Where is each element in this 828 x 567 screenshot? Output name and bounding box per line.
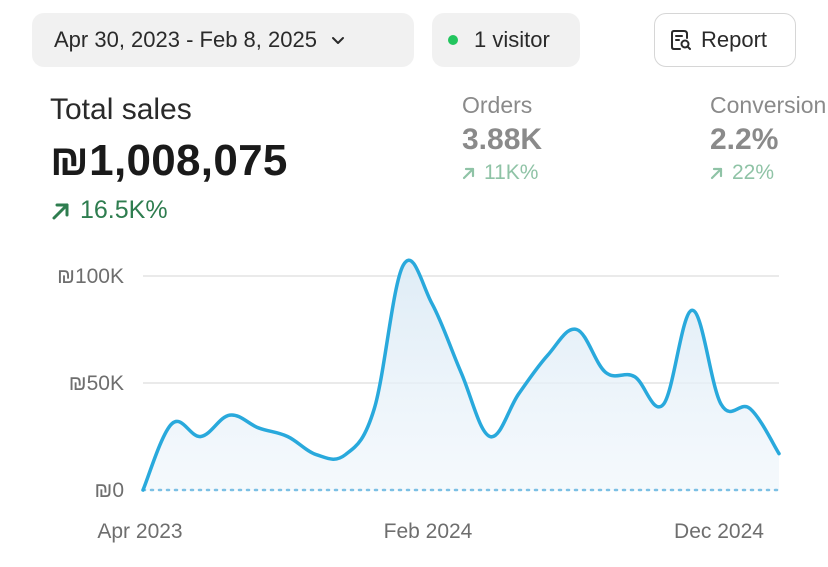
x-tick-label: Feb 2024 [384,520,473,543]
total-sales-label: Total sales [50,93,192,126]
conversion-change-value: 22% [732,161,775,184]
total-sales-change-value: 16.5K% [80,196,168,224]
visitor-count-badge[interactable]: 1 visitor [432,13,580,67]
x-tick-label: Apr 2023 [97,520,182,543]
trend-up-arrow-icon [52,203,69,219]
orders-metric[interactable]: Orders 3.88K 11K% [462,92,542,185]
trend-up-arrow-icon [710,167,723,180]
orders-label: Orders [462,92,533,118]
x-tick-label: Dec 2024 [674,520,764,543]
date-range-label: Apr 30, 2023 - Feb 8, 2025 [54,27,317,52]
y-tick-label: ₪0 [94,479,124,502]
status-dot-icon [448,35,458,45]
total-sales-change: 16.5K% [50,196,168,225]
trend-up-arrow-icon [462,167,475,180]
chevron-down-icon [331,37,344,44]
y-tick-label: ₪50K [69,372,124,395]
report-search-icon [671,30,691,50]
y-tick-label: ₪100K [57,265,124,288]
total-sales-value: ₪1,008,075 [50,136,288,185]
conversion-change: 22% [710,161,826,185]
visitor-count-label: 1 visitor [474,27,550,52]
orders-value: 3.88K [462,123,543,156]
date-range-picker[interactable]: Apr 30, 2023 - Feb 8, 2025 [32,13,414,67]
conversion-value: 2.2% [710,123,779,156]
conversion-metric[interactable]: Conversion 2.2% 22% [710,92,826,185]
conversion-label: Conversion [710,92,827,118]
sales-line-series [141,258,781,492]
report-label: Report [701,27,768,52]
orders-change: 11K% [462,161,542,185]
orders-change-value: 11K% [484,161,539,184]
report-button[interactable]: Report [654,13,796,67]
sales-chart[interactable]: ₪0 ₪50K ₪100K Apr 2023 Feb 2024 Dec 2024 [0,240,828,567]
